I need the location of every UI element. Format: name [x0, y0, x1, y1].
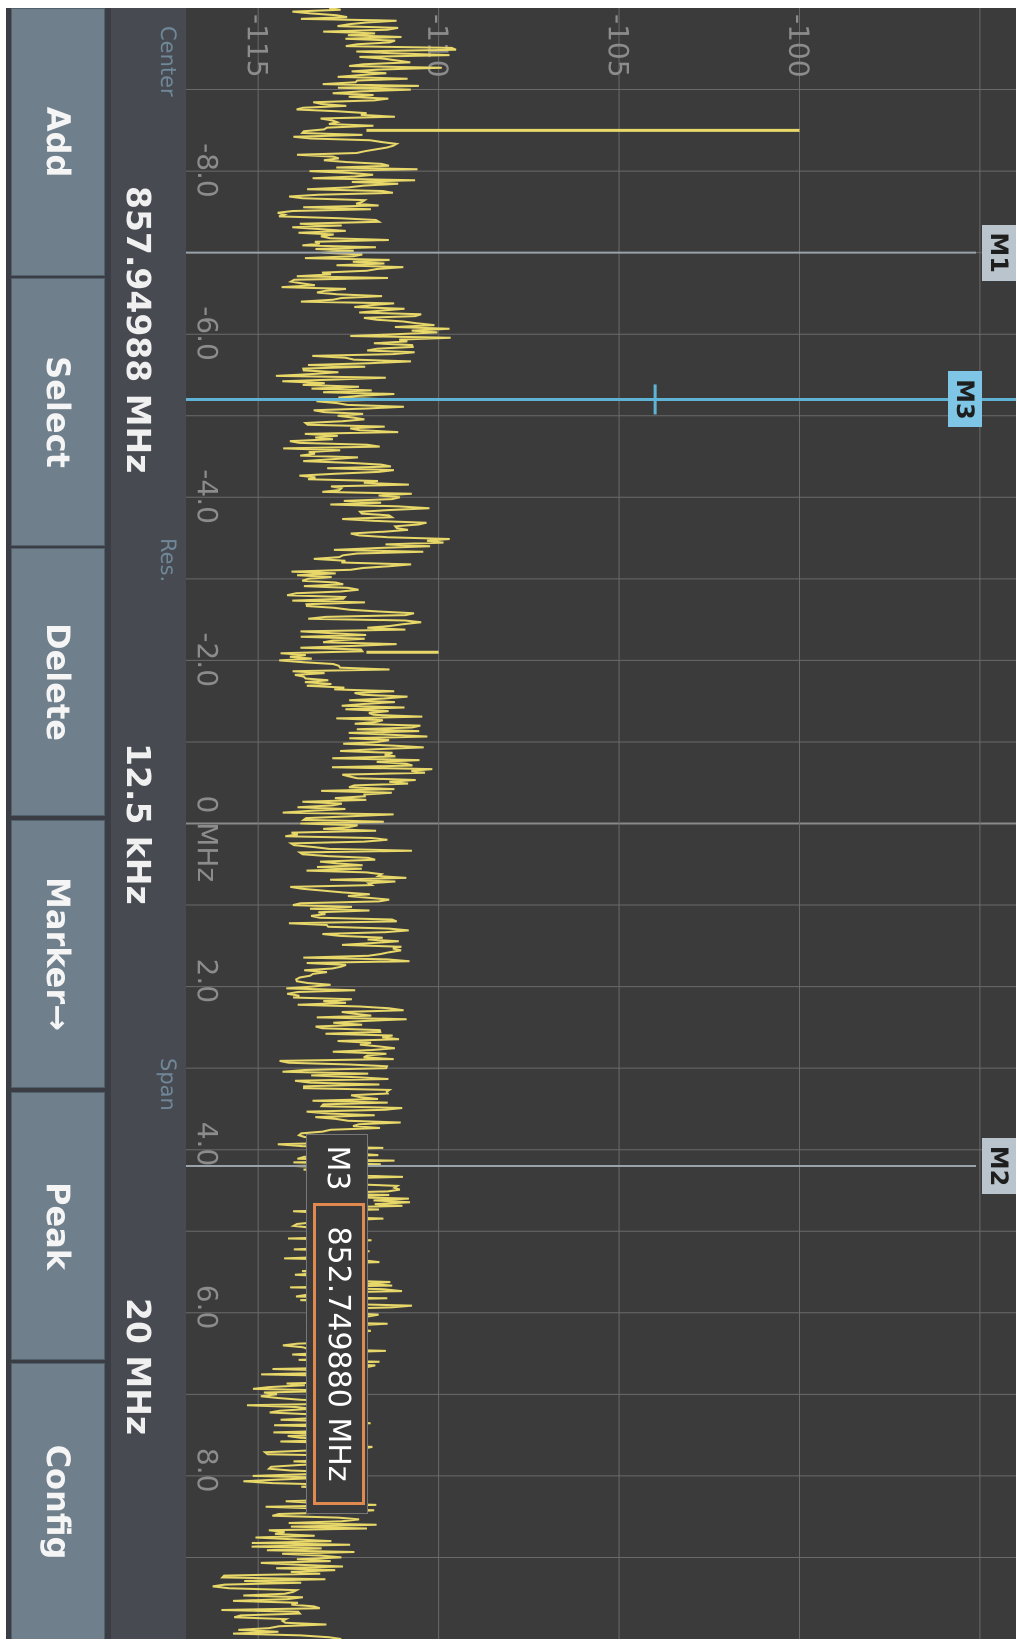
- marker-m1-flag[interactable]: M1: [982, 224, 1016, 281]
- span-value[interactable]: 20 MHz: [119, 1298, 158, 1436]
- frequency-tick-label: -8.0: [191, 143, 224, 198]
- frequency-tick-label: 2.0: [191, 959, 224, 1004]
- info-bar: Center 857.94988 MHz Res. 12.5 kHz Span …: [111, 8, 186, 1639]
- marker-to-button[interactable]: Marker→: [11, 820, 105, 1088]
- marker-readout[interactable]: M3 852.749880 MHz: [306, 1134, 368, 1514]
- amplitude-tick-label: -115: [241, 14, 274, 78]
- add-button[interactable]: Add: [11, 8, 105, 276]
- frequency-tick-label: 4.0: [191, 1122, 224, 1167]
- frequency-tick-label: 8.0: [191, 1448, 224, 1493]
- span-label: Span: [156, 1058, 180, 1111]
- res-label: Res.: [156, 538, 180, 583]
- marker-m3-flag[interactable]: M3: [948, 371, 982, 428]
- marker-readout-name: M3: [320, 1145, 356, 1191]
- peak-button[interactable]: Peak: [11, 1092, 105, 1360]
- delete-button[interactable]: Delete: [11, 548, 105, 816]
- frequency-tick-label: 0 MHz: [191, 796, 224, 883]
- frequency-tick-label: -6.0: [191, 306, 224, 361]
- spectrum-plot[interactable]: -115 -110 -105 -100 -8.0 -6.0 -4.0 -2.0 0 MHz 2.0…: [186, 8, 1016, 1639]
- marker-readout-value[interactable]: 852.749880 MHz: [313, 1203, 365, 1505]
- res-value[interactable]: 12.5 kHz: [119, 743, 158, 905]
- select-button[interactable]: Select: [11, 278, 105, 546]
- analyzer-display: -115 -110 -105 -100 -8.0 -6.0 -4.0 -2.0 0 MHz 2.0…: [6, 8, 1016, 1639]
- frequency-tick-label: -4.0: [191, 469, 224, 524]
- softkey-bar: Add Select Delete Marker→ Peak Config: [6, 8, 111, 1639]
- config-button[interactable]: Config: [11, 1363, 105, 1639]
- marker-m2-flag[interactable]: M2: [982, 1138, 1016, 1194]
- amplitude-tick-label: -105: [602, 14, 635, 78]
- frequency-tick-label: -2.0: [191, 632, 224, 687]
- amplitude-tick-label: -100: [782, 14, 815, 78]
- frequency-tick-label: 6.0: [191, 1285, 224, 1330]
- center-label: Center: [156, 26, 180, 97]
- center-value[interactable]: 857.94988 MHz: [119, 186, 158, 474]
